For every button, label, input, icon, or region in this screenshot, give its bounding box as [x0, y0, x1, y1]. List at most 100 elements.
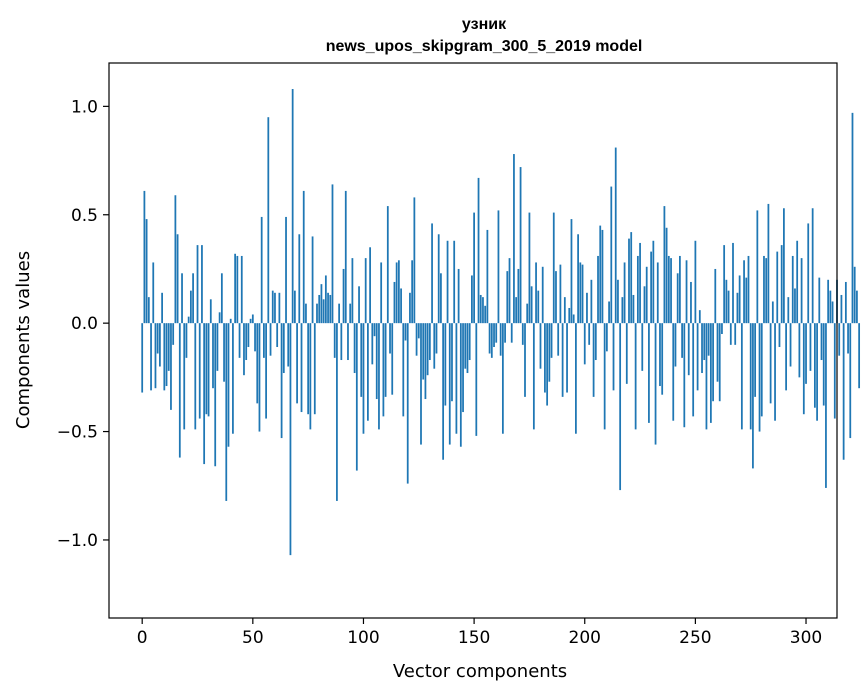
bar-72: [300, 323, 303, 413]
bar-16: [176, 234, 179, 324]
bar-40: [229, 318, 232, 324]
bar-128: [424, 323, 427, 400]
bar-218: [623, 262, 626, 324]
bar-111: [386, 206, 389, 324]
bar-89: [338, 303, 341, 324]
bar-176: [530, 286, 533, 324]
bar-305: [816, 323, 818, 421]
bar-172: [521, 323, 524, 345]
bar-205: [594, 323, 597, 361]
bar-263: [723, 245, 726, 324]
bar-65: [285, 216, 287, 324]
bar-299: [802, 323, 805, 415]
bar-142: [455, 323, 458, 434]
bar-127: [422, 323, 425, 380]
bar-102: [367, 323, 369, 421]
bar-322: [853, 266, 856, 324]
bar-148: [468, 323, 471, 361]
bar-225: [639, 242, 641, 324]
bar-260: [716, 323, 719, 382]
bar-252: [698, 310, 701, 324]
bar-298: [800, 258, 803, 324]
bar-300: [805, 323, 807, 384]
bar-38: [225, 323, 228, 501]
bar-231: [652, 240, 655, 324]
bar-14: [172, 323, 175, 345]
bar-112: [389, 323, 391, 354]
bar-39: [227, 323, 230, 447]
bar-197: [577, 234, 579, 324]
bar-237: [665, 227, 668, 324]
bar-190: [561, 323, 564, 397]
bar-99: [360, 323, 363, 397]
bar-217: [621, 297, 624, 324]
bar-239: [670, 258, 672, 324]
bar-253: [701, 323, 703, 374]
bar-246: [685, 260, 688, 324]
bar-28: [203, 323, 206, 465]
bar-30: [207, 323, 210, 417]
bar-66: [287, 323, 290, 367]
bar-67: [289, 323, 292, 556]
bar-129: [426, 323, 429, 376]
bar-177: [532, 323, 535, 430]
bar-249: [692, 323, 695, 417]
bar-4: [150, 323, 152, 391]
bar-229: [648, 323, 650, 423]
bar-125: [417, 323, 420, 339]
bar-182: [544, 323, 546, 393]
bar-184: [548, 323, 551, 382]
bar-195: [572, 314, 575, 324]
bar-135: [440, 273, 442, 324]
bar-139: [448, 323, 451, 445]
bar-179: [537, 290, 540, 324]
bar-304: [813, 323, 816, 408]
bar-169: [515, 297, 518, 324]
bar-204: [592, 323, 595, 397]
bar-185: [550, 323, 553, 358]
bar-58: [269, 323, 272, 356]
bar-147: [466, 323, 469, 374]
bar-311: [829, 290, 832, 324]
bar-18: [181, 273, 183, 324]
bars-group: [141, 89, 861, 556]
bar-68: [291, 89, 294, 324]
bar-317: [842, 323, 845, 460]
bar-297: [798, 323, 801, 378]
bar-79: [316, 303, 318, 324]
y-axis-label: Components values: [13, 251, 34, 429]
bar-49: [249, 318, 252, 324]
bar-153: [479, 294, 482, 324]
bar-26: [198, 323, 201, 419]
bar-281: [763, 255, 765, 324]
bar-5: [152, 262, 155, 324]
bar-115: [395, 262, 398, 324]
bar-41: [232, 323, 234, 434]
bar-73: [302, 190, 305, 324]
bar-293: [789, 323, 792, 367]
bar-117: [400, 288, 402, 324]
bar-88: [336, 323, 338, 501]
y-tick-label: 0.0: [71, 314, 98, 334]
bar-171: [519, 167, 522, 324]
bar-306: [818, 277, 821, 324]
bar-265: [727, 290, 730, 324]
bar-150: [473, 212, 475, 324]
bar-154: [482, 297, 484, 324]
bar-242: [676, 273, 679, 324]
bar-161: [497, 210, 500, 324]
bar-232: [654, 323, 657, 445]
bar-106: [375, 323, 378, 400]
bar-64: [282, 323, 285, 374]
bar-321: [851, 112, 854, 324]
bar-290: [783, 208, 785, 324]
bar-310: [827, 279, 830, 324]
bar-63: [280, 323, 283, 439]
bar-53: [258, 323, 261, 432]
bar-194: [570, 219, 573, 324]
bar-181: [541, 266, 544, 324]
bar-288: [778, 323, 781, 348]
bar-78: [313, 323, 316, 415]
bar-188: [557, 323, 560, 356]
bar-251: [696, 323, 699, 391]
